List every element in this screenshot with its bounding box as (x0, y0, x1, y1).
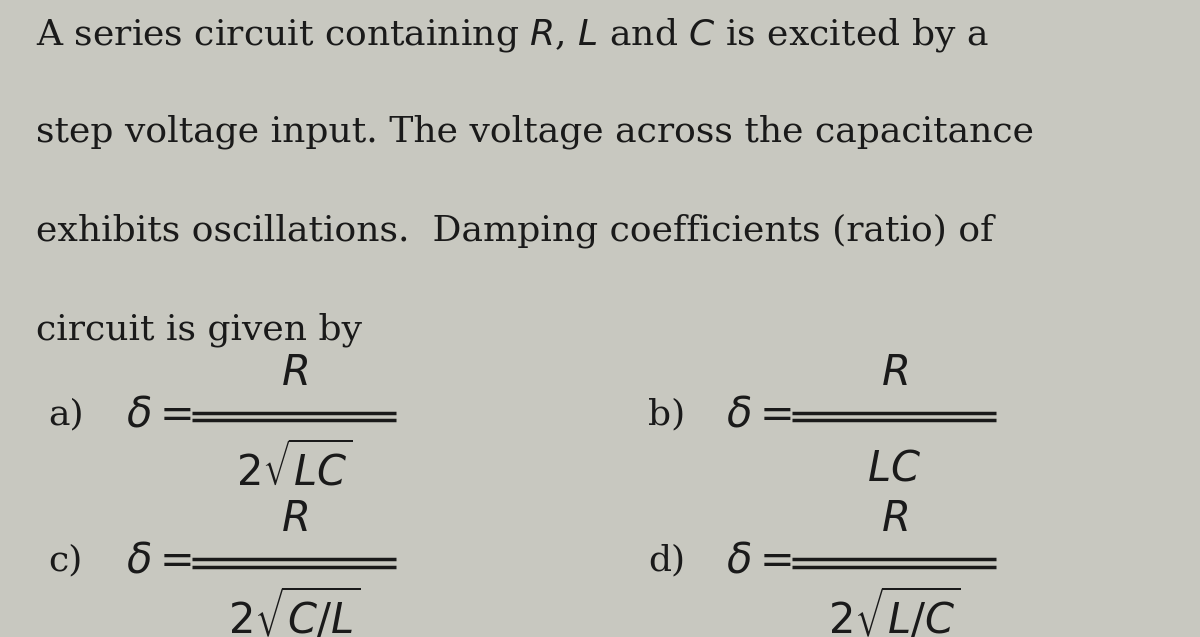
Text: circuit is given by: circuit is given by (36, 312, 362, 347)
Text: $2\sqrt{L/C}$: $2\sqrt{L/C}$ (828, 587, 960, 637)
Text: $2\sqrt{LC}$: $2\sqrt{LC}$ (235, 442, 353, 494)
Text: a): a) (48, 397, 84, 431)
Text: $\delta=$: $\delta=$ (726, 540, 792, 582)
Text: A series circuit containing $R$, $L$ and $C$ is excited by a: A series circuit containing $R$, $L$ and… (36, 16, 989, 54)
Text: $2\sqrt{C/L}$: $2\sqrt{C/L}$ (228, 587, 360, 637)
Text: d): d) (648, 543, 685, 578)
Text: $\delta=$: $\delta=$ (126, 540, 192, 582)
Text: b): b) (648, 397, 685, 431)
Text: step voltage input. The voltage across the capacitance: step voltage input. The voltage across t… (36, 115, 1034, 149)
Text: $LC$: $LC$ (866, 447, 922, 489)
Text: $R$: $R$ (281, 498, 307, 540)
Text: c): c) (48, 543, 83, 578)
Text: $R$: $R$ (881, 498, 907, 540)
Text: $\delta=$: $\delta=$ (126, 393, 192, 435)
Text: $\delta=$: $\delta=$ (726, 393, 792, 435)
Text: exhibits oscillations.  Damping coefficients (ratio) of: exhibits oscillations. Damping coefficie… (36, 213, 994, 248)
Text: $R$: $R$ (881, 352, 907, 394)
Text: $R$: $R$ (281, 352, 307, 394)
